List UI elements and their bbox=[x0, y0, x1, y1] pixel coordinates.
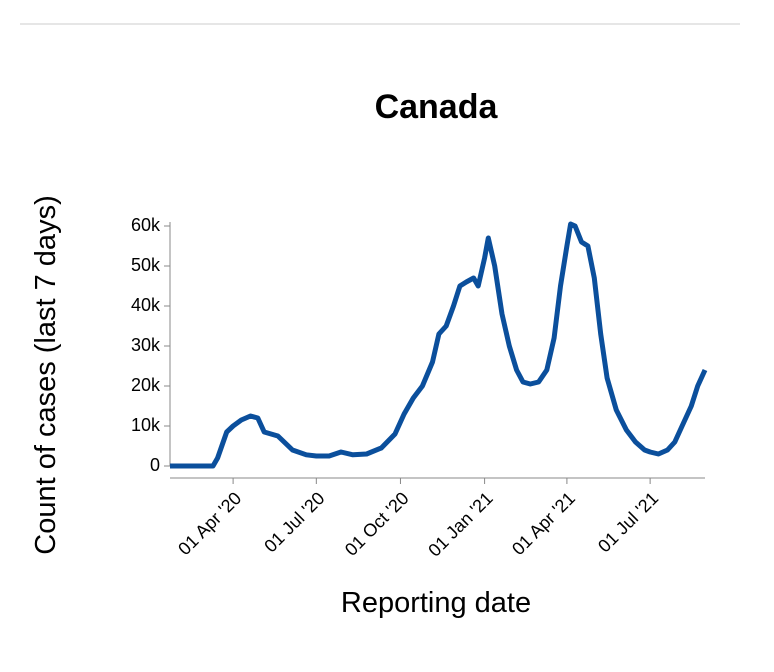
x-tick-label: 01 Jul '21 bbox=[594, 488, 662, 556]
y-tick-label: 50k bbox=[131, 255, 161, 275]
y-axis-title: Count of cases (last 7 days) bbox=[30, 195, 62, 554]
y-tick-label: 10k bbox=[131, 415, 161, 435]
y-tick-label: 30k bbox=[131, 335, 161, 355]
x-tick-label: 01 Apr '21 bbox=[508, 488, 579, 559]
x-tick-label: 01 Apr '20 bbox=[174, 488, 245, 559]
chart-title: Canada bbox=[375, 88, 499, 126]
x-tick-label: 01 Oct '20 bbox=[341, 488, 413, 560]
y-tick-label: 20k bbox=[131, 375, 161, 395]
x-tick-label: 01 Jan '21 bbox=[424, 488, 496, 560]
x-axis-title: Reporting date bbox=[341, 587, 531, 619]
series-line bbox=[170, 221, 708, 469]
x-tick-label: 01 Jul '20 bbox=[260, 488, 328, 556]
y-tick-label: 0 bbox=[150, 455, 160, 475]
y-tick-label: 60k bbox=[131, 215, 161, 235]
y-tick-label: 40k bbox=[131, 295, 161, 315]
